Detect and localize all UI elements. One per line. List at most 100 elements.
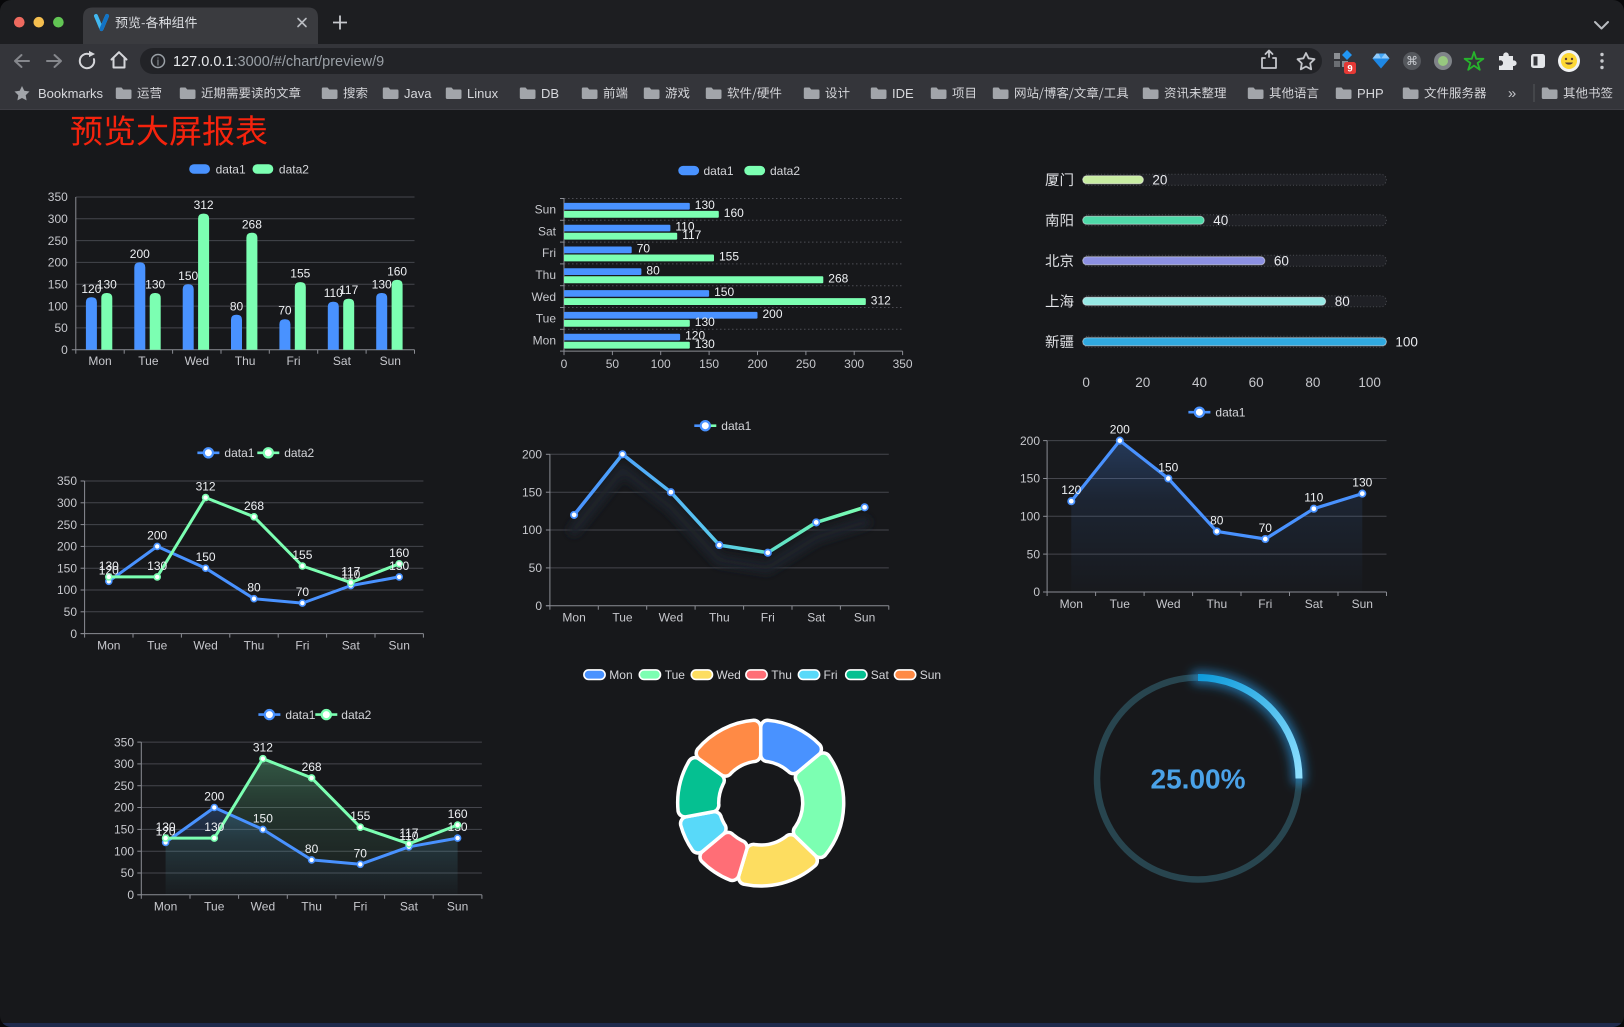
svg-text:110: 110 (675, 220, 694, 234)
svg-text:160: 160 (724, 206, 744, 220)
svg-text:100: 100 (1358, 375, 1381, 390)
svg-text:150: 150 (57, 561, 77, 575)
svg-text:Mon: Mon (533, 333, 556, 347)
svg-text:25.00%: 25.00% (1151, 764, 1246, 795)
svg-text:160: 160 (448, 807, 468, 821)
svg-text:Mon: Mon (609, 668, 632, 682)
svg-text:Thu: Thu (235, 354, 256, 368)
svg-text:Mon: Mon (1060, 597, 1083, 611)
svg-text:»: » (1508, 85, 1516, 102)
svg-text:250: 250 (57, 518, 77, 532)
svg-text:data2: data2 (341, 708, 371, 722)
svg-text:100: 100 (522, 523, 542, 537)
svg-text:80: 80 (1210, 513, 1224, 527)
svg-text:80: 80 (1305, 375, 1320, 390)
svg-text:Thu: Thu (771, 668, 792, 682)
svg-text:Fri: Fri (761, 611, 775, 625)
svg-text:100: 100 (114, 844, 134, 858)
svg-text:312: 312 (253, 741, 273, 755)
svg-text:350: 350 (893, 357, 913, 371)
svg-text:150: 150 (253, 811, 273, 825)
svg-text:Wed: Wed (1156, 597, 1180, 611)
svg-text:80: 80 (305, 842, 319, 856)
svg-text:200: 200 (1020, 434, 1040, 448)
svg-text:150: 150 (522, 485, 542, 499)
svg-text:Java: Java (404, 86, 432, 101)
svg-text:data1: data1 (704, 164, 734, 178)
svg-text:150: 150 (178, 269, 198, 283)
svg-text:200: 200 (114, 801, 134, 815)
svg-text:127.0.0.1:3000/#/chart/preview: 127.0.0.1:3000/#/chart/preview/9 (173, 54, 384, 70)
svg-text:Linux: Linux (467, 86, 499, 101)
svg-text:Fri: Fri (353, 900, 367, 914)
svg-text:160: 160 (387, 264, 407, 278)
svg-text:60: 60 (1249, 375, 1264, 390)
svg-text:Tue: Tue (612, 611, 633, 625)
svg-text:Sat: Sat (1305, 597, 1324, 611)
svg-text:⌘: ⌘ (1406, 54, 1418, 68)
svg-text:300: 300 (48, 212, 68, 226)
svg-text:0: 0 (535, 599, 542, 613)
svg-text:268: 268 (302, 760, 322, 774)
svg-text:DB: DB (541, 86, 559, 101)
svg-text:50: 50 (121, 866, 135, 880)
svg-text:Fri: Fri (287, 354, 301, 368)
svg-text:350: 350 (57, 474, 77, 488)
svg-text:Mon: Mon (562, 611, 585, 625)
svg-text:350: 350 (48, 190, 68, 204)
svg-text:20: 20 (1152, 173, 1167, 188)
svg-text:130: 130 (156, 820, 176, 834)
svg-text:data2: data2 (284, 446, 314, 460)
svg-text:250: 250 (796, 357, 816, 371)
svg-text:268: 268 (244, 499, 264, 513)
svg-text:130: 130 (389, 559, 409, 573)
svg-text:Tue: Tue (536, 312, 557, 326)
svg-text:Fri: Fri (295, 639, 309, 653)
svg-text:Bookmarks: Bookmarks (38, 86, 104, 101)
svg-text:0: 0 (1082, 375, 1090, 390)
svg-text:Sat: Sat (333, 354, 352, 368)
svg-text:268: 268 (828, 272, 848, 286)
svg-text:40: 40 (1213, 213, 1228, 228)
svg-text:Wed: Wed (185, 354, 209, 368)
svg-text:50: 50 (529, 561, 543, 575)
svg-text:0: 0 (70, 627, 77, 641)
svg-text:70: 70 (278, 304, 292, 318)
svg-text:Sat: Sat (538, 224, 557, 238)
svg-text:Tue: Tue (1110, 597, 1131, 611)
svg-text:200: 200 (1110, 423, 1130, 437)
svg-text:20: 20 (1135, 375, 1150, 390)
svg-text:130: 130 (97, 278, 117, 292)
svg-text:Sun: Sun (920, 668, 941, 682)
svg-text:Sun: Sun (1352, 597, 1373, 611)
svg-text:Sun: Sun (380, 354, 401, 368)
svg-text:Fri: Fri (1258, 597, 1272, 611)
svg-text:100: 100 (57, 583, 77, 597)
svg-text:70: 70 (296, 585, 310, 599)
svg-text:160: 160 (389, 546, 409, 560)
svg-text:312: 312 (871, 293, 891, 307)
svg-text:i: i (157, 57, 159, 69)
svg-text:Thu: Thu (301, 900, 322, 914)
svg-text:Sat: Sat (342, 639, 361, 653)
svg-text:130: 130 (372, 278, 392, 292)
svg-text:150: 150 (114, 823, 134, 837)
svg-text:data1: data1 (216, 162, 246, 176)
svg-text:120: 120 (1061, 483, 1081, 497)
svg-text:Wed: Wed (532, 290, 556, 304)
svg-text:200: 200 (522, 448, 542, 462)
svg-text:110: 110 (399, 829, 418, 843)
svg-text:120: 120 (81, 282, 101, 296)
svg-text:268: 268 (242, 217, 262, 231)
svg-text:200: 200 (57, 540, 77, 554)
svg-text:Fri: Fri (824, 668, 838, 682)
svg-text:200: 200 (747, 357, 767, 371)
svg-text:70: 70 (637, 242, 651, 256)
svg-text:200: 200 (48, 256, 68, 270)
svg-text:Thu: Thu (535, 268, 556, 282)
svg-text:data1: data1 (1215, 406, 1245, 420)
svg-text:Thu: Thu (709, 611, 730, 625)
svg-text:Mon: Mon (88, 354, 111, 368)
svg-text:Mon: Mon (97, 639, 120, 653)
svg-text:100: 100 (48, 299, 68, 313)
